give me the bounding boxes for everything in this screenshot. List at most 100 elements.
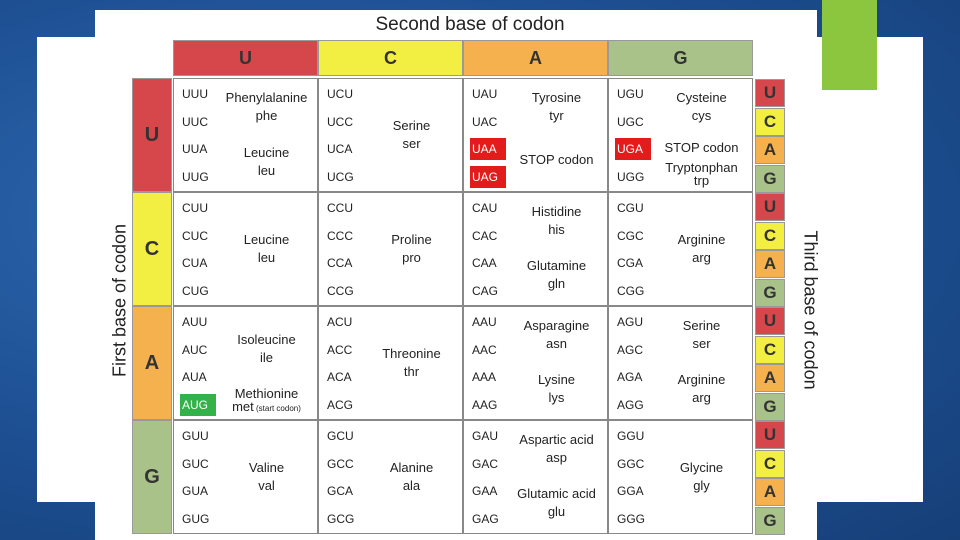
codon-cell-cg: CGU CGC CGA CGG Arginine arg	[608, 192, 753, 306]
codon-uuc: UUC	[182, 114, 208, 129]
codon-aua: AUA	[182, 370, 207, 384]
amino-acid-name: Isoleucine	[237, 332, 296, 347]
third-base-a-c: C	[755, 335, 785, 364]
codon-cgu: CGU	[617, 201, 644, 215]
amino-acid-gc-0: Alanine ala	[363, 459, 460, 494]
amino-acid-ug-1: STOP codon	[653, 139, 750, 157]
third-base-c-c: C	[755, 221, 785, 250]
codon-cac: CAC	[472, 228, 498, 243]
amino-acid-abbr: gly	[693, 477, 710, 493]
start-codon-note: (start codon)	[253, 404, 301, 413]
codon-cgc: CGC	[617, 228, 644, 243]
amino-acid-abbr: his	[548, 221, 565, 237]
amino-acid-ag-0: Serine ser	[653, 317, 750, 352]
codon-caa: CAA	[472, 256, 497, 270]
amino-acid-abbr: leu	[257, 249, 276, 265]
codon-ugg: UGG	[617, 169, 645, 184]
codon-cell-cc: CCU CCC CCA CCG Proline pro	[318, 192, 463, 306]
amino-acid-abbr: ser	[692, 335, 711, 351]
amino-acid-cu-0: Leucine leu	[218, 231, 315, 266]
amino-acid-abbr: tyr	[549, 107, 564, 123]
amino-acid-abbr: asn	[546, 335, 567, 351]
amino-acid-abbr: gln	[547, 275, 566, 291]
codon-gug: GUG	[182, 511, 210, 526]
codon-cell-ca: CAU CAC CAA CAG Histidine his Glutamine gln	[463, 192, 608, 306]
codon-auc: AUC	[182, 342, 208, 357]
amino-acid-abbr: met (start codon)	[232, 399, 301, 414]
codon-ccu: CCU	[327, 201, 353, 215]
column-header-a: A	[463, 40, 608, 76]
third-base-g-c: C	[755, 449, 785, 478]
codon-aau: AAU	[472, 315, 497, 329]
amino-acid-name: Cysteine	[676, 90, 727, 105]
codon-ggg: GGG	[617, 511, 646, 526]
codon-cuc: CUC	[182, 228, 208, 243]
amino-acid-au-0: Isoleucine ile	[218, 331, 315, 366]
amino-acid-name: Arginine	[677, 372, 726, 387]
codon-cell-ua: UAU UAC UAA UAG Tyrosine tyr STOP codon	[463, 78, 608, 192]
amino-acid-name: Histidine	[531, 204, 582, 219]
codon-agc: AGC	[617, 342, 644, 357]
codon-ccg: CCG	[327, 283, 354, 298]
codon-cgg: CGG	[617, 283, 645, 298]
amino-acid-name: STOP codon	[519, 152, 594, 167]
second-base-title: Second base of codon	[375, 14, 565, 35]
amino-acid-name: Tryptonphan	[665, 160, 738, 175]
amino-acid-abbr: arg	[692, 249, 711, 265]
column-header-g: G	[608, 40, 753, 76]
amino-acid-abbr: arg	[692, 389, 711, 405]
codon-uac: UAC	[472, 114, 498, 129]
amino-acid-aa-0: Asparagine asn	[508, 317, 605, 352]
codon-ggu: GGU	[617, 429, 645, 443]
codon-cell-ug: UGU UGC UGA UGG Cysteine cys STOP codon Trypton…	[608, 78, 753, 192]
codon-cell-gu: GUU GUC GUA GUG Valine val	[173, 420, 318, 534]
codon-guu: GUU	[182, 429, 209, 443]
codon-ugu: UGU	[617, 87, 644, 101]
codon-uau: UAU	[472, 87, 498, 101]
codon-gcu: GCU	[327, 429, 354, 443]
amino-acid-name: Methionine	[234, 386, 299, 401]
codon-cua: CUA	[182, 256, 208, 270]
amino-acid-ca-0: Histidine his	[508, 203, 605, 238]
amino-acid-name: Glycine	[679, 460, 724, 475]
codon-auu: AUU	[182, 315, 208, 329]
codon-aag: AAG	[472, 397, 498, 412]
third-base-u-g: G	[755, 164, 785, 193]
amino-acid-name: Leucine	[243, 232, 290, 247]
codon-cga: CGA	[617, 256, 644, 270]
codon-cag: CAG	[472, 283, 499, 298]
amino-acid-name: Phenylalanine	[225, 90, 308, 105]
codon-uga: UGA	[615, 138, 651, 160]
codon-gca: GCA	[327, 484, 354, 498]
codon-uua: UUA	[182, 142, 208, 156]
codon-cell-uu: UUU UUC UUA UUG Phenylalanine phe Leucine leu	[173, 78, 318, 192]
row-header-a: A	[132, 306, 172, 420]
codon-agu: AGU	[617, 315, 644, 329]
codon-ucc: UCC	[327, 114, 353, 129]
codon-acg: ACG	[327, 397, 354, 412]
amino-acid-abbr: trp	[693, 173, 710, 188]
third-base-label: Third base of codon	[800, 230, 821, 390]
amino-acid-abbr: pro	[402, 249, 421, 265]
third-base-a-a: A	[755, 364, 785, 392]
codon-ugc: UGC	[617, 114, 644, 129]
codon-ccc: CCC	[327, 228, 353, 243]
codon-agg: AGG	[617, 397, 644, 412]
first-base-label: First base of codon	[109, 223, 130, 378]
amino-acid-abbr: asp	[546, 449, 567, 465]
amino-acid-uu-1: Leucine leu	[218, 144, 315, 179]
amino-acid-abbr: ala	[402, 477, 421, 493]
codon-cell-cu: CUU CUC CUA CUG Leucine leu	[173, 192, 318, 306]
codon-acc: ACC	[327, 342, 353, 357]
amino-acid-abbr: ile	[259, 349, 273, 365]
row-header-c: C	[132, 192, 172, 306]
third-base-a-u: U	[755, 307, 785, 335]
amino-acid-ua-0: Tyrosine tyr	[508, 89, 605, 124]
amino-acid-abbr: val	[258, 477, 275, 493]
third-base-c-a: A	[755, 250, 785, 278]
codon-gcg: GCG	[327, 511, 355, 526]
third-base-u-u: U	[755, 79, 785, 107]
amino-acid-ug-2: Tryptonphan trp	[653, 161, 750, 187]
third-base-u-c: C	[755, 107, 785, 136]
amino-acid-abbr: cys	[691, 107, 712, 123]
